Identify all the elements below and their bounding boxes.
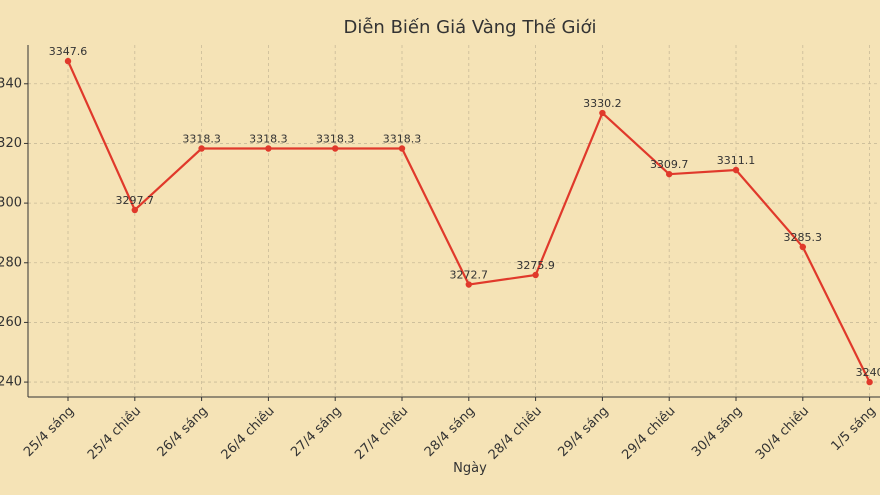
point bbox=[64, 57, 72, 65]
y-tick-label: 3300 bbox=[0, 196, 22, 211]
point bbox=[866, 378, 873, 386]
y-tick-label: 3240 bbox=[0, 375, 22, 390]
point bbox=[265, 145, 272, 152]
point bbox=[398, 145, 406, 152]
value-label: 3272.7 bbox=[450, 269, 489, 282]
point bbox=[599, 109, 606, 117]
point bbox=[131, 206, 138, 214]
value-label: 3275.9 bbox=[516, 259, 555, 272]
value-label: 3240 bbox=[856, 366, 880, 379]
value-label: 3285.3 bbox=[784, 231, 823, 244]
value-label: 3318.3 bbox=[383, 133, 422, 146]
value-label: 3318.3 bbox=[182, 133, 221, 146]
value-label: 3347.6 bbox=[49, 45, 88, 58]
chart-title: Diễn Biến Giá Vàng Thế Giới bbox=[344, 17, 597, 38]
value-label: 3318.3 bbox=[249, 133, 288, 146]
x-axis-label: Ngày bbox=[453, 461, 487, 476]
point bbox=[799, 243, 806, 251]
y-tick-label: 3320 bbox=[0, 136, 22, 151]
point bbox=[465, 281, 472, 288]
value-label: 3330.2 bbox=[583, 97, 622, 110]
value-label: 3311.1 bbox=[717, 154, 756, 167]
value-label: 3297.7 bbox=[116, 194, 155, 207]
point bbox=[666, 170, 673, 178]
y-tick-label: 3260 bbox=[0, 315, 22, 330]
value-label: 3318.3 bbox=[316, 133, 355, 146]
y-tick-label: 3340 bbox=[0, 76, 22, 91]
point bbox=[198, 145, 205, 152]
value-label: 3309.7 bbox=[650, 158, 689, 171]
point bbox=[332, 145, 339, 152]
point bbox=[532, 271, 539, 279]
point bbox=[732, 166, 740, 174]
y-tick-label: 3280 bbox=[0, 255, 22, 270]
